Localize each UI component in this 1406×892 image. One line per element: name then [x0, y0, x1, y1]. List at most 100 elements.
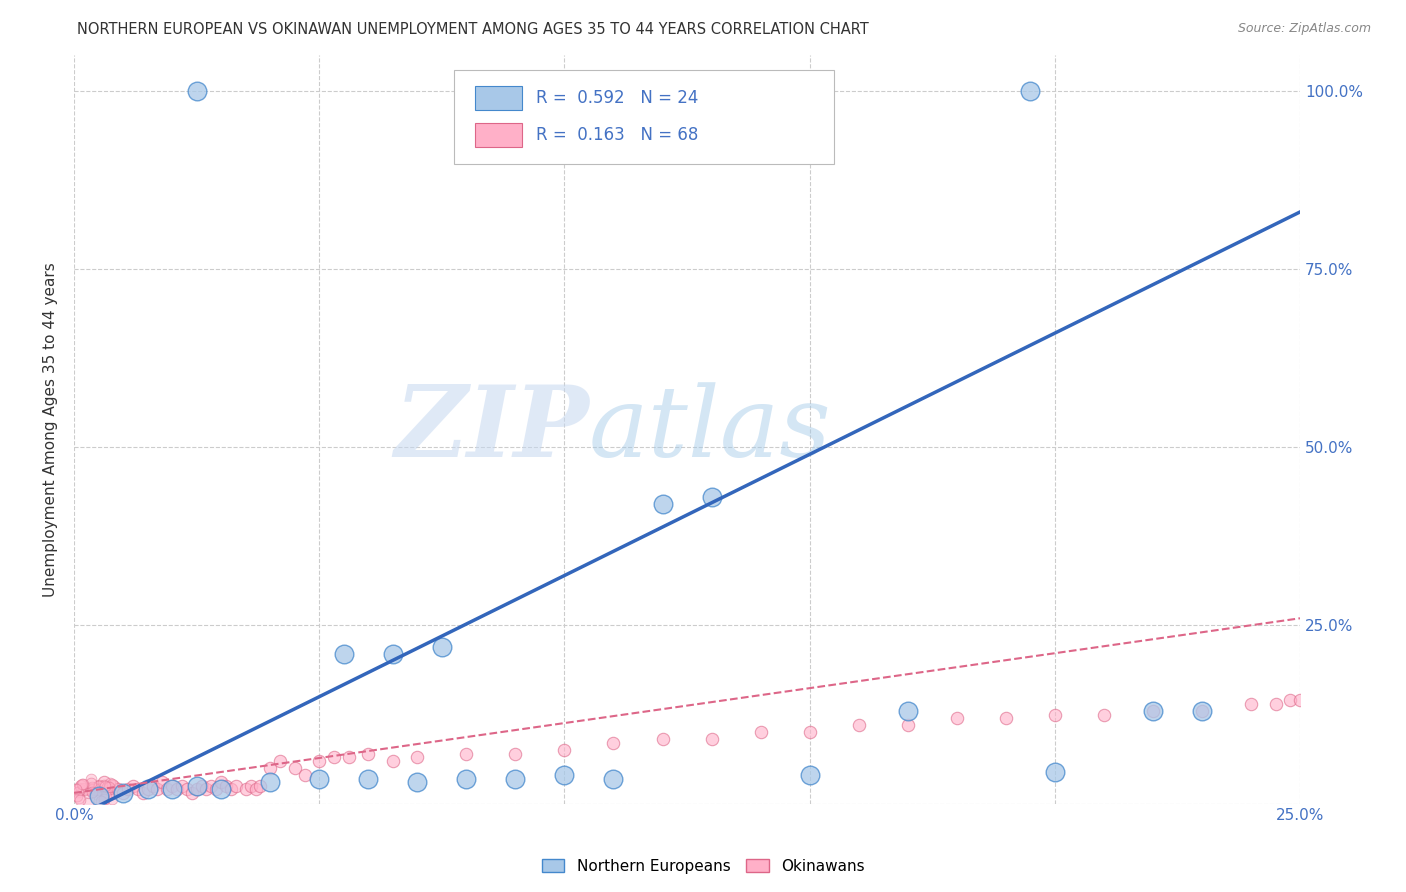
- Point: [80, 772, 103, 787]
- Point: [180, 786, 202, 800]
- Point: [65, 782, 87, 797]
- Point: [96, 780, 118, 794]
- Point: [205, 782, 228, 797]
- Legend: Northern Europeans, Okinawans: Northern Europeans, Okinawans: [536, 853, 870, 880]
- Point: [700, 490, 723, 504]
- Point: [70, 779, 93, 793]
- Point: [93, 775, 115, 789]
- Point: [456, 772, 478, 786]
- Point: [67, 791, 90, 805]
- Point: [160, 782, 183, 797]
- FancyBboxPatch shape: [475, 86, 522, 110]
- Point: [112, 786, 135, 800]
- Point: [308, 772, 330, 786]
- Point: [259, 761, 281, 775]
- Point: [101, 777, 124, 791]
- Point: [89, 779, 111, 793]
- Point: [142, 779, 165, 793]
- Point: [994, 711, 1017, 725]
- Text: R =  0.163   N = 68: R = 0.163 N = 68: [536, 127, 699, 145]
- Point: [357, 747, 380, 761]
- Point: [456, 747, 478, 761]
- Point: [84, 787, 107, 801]
- Point: [90, 794, 112, 808]
- Point: [83, 782, 105, 797]
- Point: [284, 761, 307, 775]
- Point: [127, 782, 149, 797]
- Point: [799, 725, 821, 739]
- Point: [239, 779, 262, 793]
- Point: [602, 772, 624, 786]
- Point: [97, 789, 120, 803]
- Point: [93, 778, 115, 792]
- Point: [1240, 697, 1263, 711]
- Point: [651, 497, 673, 511]
- Point: [93, 779, 115, 793]
- Point: [430, 640, 453, 654]
- Point: [215, 779, 238, 793]
- Point: [170, 779, 193, 793]
- Point: [333, 647, 356, 661]
- Point: [245, 782, 267, 797]
- FancyBboxPatch shape: [454, 70, 834, 163]
- Text: atlas: atlas: [589, 382, 832, 477]
- Point: [235, 782, 257, 797]
- Point: [700, 732, 723, 747]
- Point: [160, 779, 183, 793]
- Point: [69, 793, 91, 807]
- Point: [294, 768, 316, 782]
- Point: [156, 782, 179, 797]
- Point: [406, 750, 429, 764]
- Point: [65, 789, 87, 804]
- FancyBboxPatch shape: [475, 123, 522, 147]
- Point: [259, 775, 281, 789]
- Point: [107, 782, 129, 797]
- Point: [1019, 84, 1042, 98]
- Point: [122, 779, 145, 793]
- Point: [93, 793, 115, 807]
- Text: R =  0.592   N = 24: R = 0.592 N = 24: [536, 89, 699, 107]
- Point: [269, 754, 291, 768]
- Point: [357, 772, 380, 786]
- Point: [1142, 704, 1164, 718]
- Point: [200, 779, 222, 793]
- Point: [98, 780, 121, 794]
- Point: [117, 782, 139, 797]
- Point: [1279, 693, 1302, 707]
- Point: [136, 782, 159, 797]
- Point: [219, 782, 242, 797]
- Point: [132, 786, 155, 800]
- Point: [249, 779, 271, 793]
- Text: ZIP: ZIP: [394, 381, 589, 477]
- Point: [93, 791, 115, 805]
- Y-axis label: Unemployment Among Ages 35 to 44 years: Unemployment Among Ages 35 to 44 years: [44, 262, 58, 597]
- Point: [186, 782, 208, 797]
- Point: [97, 782, 120, 797]
- Point: [77, 782, 100, 797]
- Point: [90, 788, 112, 802]
- Point: [381, 647, 404, 661]
- Point: [73, 782, 96, 797]
- Point: [602, 736, 624, 750]
- Point: [1191, 704, 1213, 718]
- Point: [323, 750, 346, 764]
- Point: [67, 782, 90, 797]
- Point: [176, 782, 198, 797]
- Point: [87, 793, 110, 807]
- Point: [186, 84, 208, 98]
- Point: [225, 779, 247, 793]
- Point: [82, 785, 104, 799]
- Point: [66, 785, 89, 799]
- Point: [186, 779, 208, 793]
- Point: [146, 782, 169, 797]
- Point: [70, 777, 93, 791]
- Point: [406, 775, 429, 789]
- Point: [308, 754, 330, 768]
- Point: [87, 789, 110, 804]
- Point: [136, 782, 159, 797]
- Point: [897, 704, 920, 718]
- Point: [100, 776, 122, 790]
- Point: [945, 711, 967, 725]
- Point: [96, 789, 118, 803]
- Point: [381, 754, 404, 768]
